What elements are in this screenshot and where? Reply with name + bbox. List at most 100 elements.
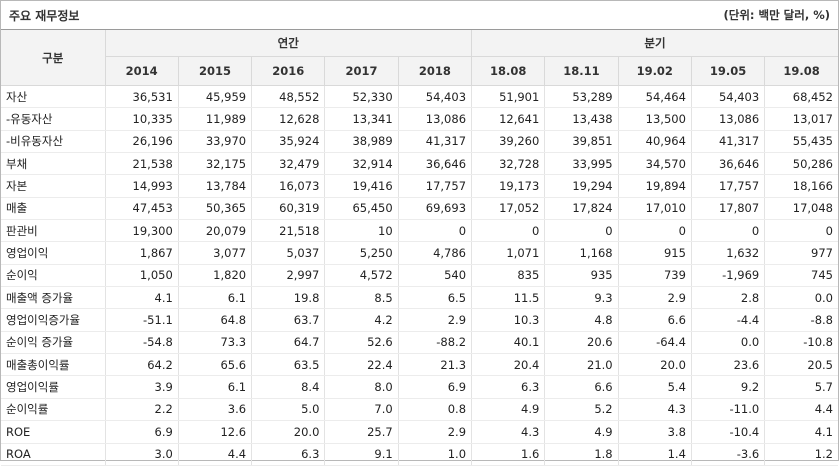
table-cell: 2.8	[691, 286, 766, 310]
table-cell: 53,289	[544, 85, 619, 109]
row-label: 영업이익증가율	[1, 308, 106, 332]
table-cell: 19,894	[618, 174, 692, 198]
table-cell: 65.6	[178, 353, 253, 377]
table-cell: 13,086	[398, 107, 473, 131]
table-cell: 21,538	[105, 152, 179, 176]
table-cell: 5,037	[251, 241, 326, 265]
table-cell: 60,319	[251, 197, 326, 221]
table-cell: 73.3	[178, 331, 253, 355]
table-cell: 4.9	[471, 398, 546, 422]
table-cell: 36,531	[105, 85, 179, 109]
table-cell: 4.4	[178, 443, 253, 466]
table-cell: 32,728	[471, 152, 546, 176]
row-label: 순이익 증가율	[1, 331, 106, 355]
table-cell: 745	[764, 264, 838, 288]
table-cell: 3.8	[618, 420, 692, 444]
table-cell: 39,851	[544, 130, 619, 154]
table-cell: 54,403	[398, 85, 473, 109]
table-cell: 45,959	[178, 85, 253, 109]
table-cell: 540	[398, 264, 473, 288]
table-cell: 6.9	[105, 420, 179, 444]
table-cell: 6.1	[178, 286, 253, 310]
table-cell: 48,552	[251, 85, 326, 109]
table-cell: 0.0	[691, 331, 766, 355]
table-cell: -8.8	[764, 308, 838, 332]
table-cell: 63.7	[251, 308, 326, 332]
table-cell: 12,641	[471, 107, 546, 131]
table-cell: 41,317	[691, 130, 766, 154]
table-cell: 17,052	[471, 197, 546, 221]
table-row: 순이익 1,050 1,820 2,997 4,572 540 835 935 739 -1,96…	[1, 264, 838, 288]
table-cell: 40,964	[618, 130, 692, 154]
table-cell: 5.0	[251, 398, 326, 422]
table-cell: -10.8	[764, 331, 838, 355]
table-cell: 4.8	[544, 308, 619, 332]
corner-header: 구분	[1, 30, 106, 86]
table-cell: 34,570	[618, 152, 692, 176]
table-cell: 65,450	[324, 197, 399, 221]
table-row: -비유동자산 26,196 33,970 35,924 38,989 41,317 39,2…	[1, 130, 838, 154]
table-cell: 1,050	[105, 264, 179, 288]
table-cell: 19,416	[324, 174, 399, 198]
row-label: 부채	[1, 152, 106, 176]
column-header: 19.02	[618, 56, 692, 86]
table-cell: 3.9	[105, 375, 179, 399]
table-cell: 20.4	[471, 353, 546, 377]
table-cell: 6.3	[251, 443, 326, 466]
table-cell: 35,924	[251, 130, 326, 154]
table-cell: -11.0	[691, 398, 766, 422]
panel-title: 주요 재무정보	[9, 8, 80, 23]
table-cell: 1.4	[618, 443, 692, 466]
table-cell: 6.5	[398, 286, 473, 310]
column-header: 2016	[251, 56, 326, 86]
column-header: 2014	[105, 56, 179, 86]
financial-table: 구분 연간 분기 2014 2015 2016 2017 2018 18.08 18.11 1…	[1, 30, 838, 466]
column-header: 2018	[398, 56, 473, 86]
table-cell: 6.3	[471, 375, 546, 399]
table-row: 순이익 증가율 -54.8 73.3 64.7 52.6 -88.2 40.1 20.6 -64…	[1, 331, 838, 355]
table-cell: 9.2	[691, 375, 766, 399]
table-cell: 6.9	[398, 375, 473, 399]
table-cell: 20,079	[178, 219, 253, 243]
table-cell: 9.1	[324, 443, 399, 466]
table-cell: 4.4	[764, 398, 838, 422]
table-cell: 6.6	[618, 308, 692, 332]
table-cell: 52.6	[324, 331, 399, 355]
table-row: ROA 3.0 4.4 6.3 9.1 1.0 1.6 1.8 1.4 -3.6 1.2	[1, 443, 838, 466]
table-cell: 20.0	[618, 353, 692, 377]
table-cell: 935	[544, 264, 619, 288]
table-cell: 4,786	[398, 241, 473, 265]
table-row: 자산 36,531 45,959 48,552 52,330 54,403 51,901 53…	[1, 85, 838, 109]
table-cell: 4.3	[471, 420, 546, 444]
table-cell: 1.6	[471, 443, 546, 466]
table-cell: 13,784	[178, 174, 253, 198]
table-cell: 4.3	[618, 398, 692, 422]
table-cell: 17,824	[544, 197, 619, 221]
table-cell: 21.3	[398, 353, 473, 377]
table-cell: -88.2	[398, 331, 473, 355]
table-cell: 1.2	[764, 443, 838, 466]
table-cell: 0.0	[764, 286, 838, 310]
table-cell: 13,341	[324, 107, 399, 131]
table-cell: 32,175	[178, 152, 253, 176]
row-label: ROE	[1, 420, 106, 444]
row-label: 순이익률	[1, 398, 106, 422]
table-cell: 18,166	[764, 174, 838, 198]
table-cell: 1,071	[471, 241, 546, 265]
table-cell: 0	[764, 219, 838, 243]
table-cell: 22.4	[324, 353, 399, 377]
row-label: 영업이익	[1, 241, 106, 265]
table-cell: 50,365	[178, 197, 253, 221]
row-label: -비유동자산	[1, 130, 106, 154]
table-cell: 54,464	[618, 85, 692, 109]
table-cell: 64.2	[105, 353, 179, 377]
table-cell: 4.2	[324, 308, 399, 332]
table-cell: 26,196	[105, 130, 179, 154]
table-cell: 5.4	[618, 375, 692, 399]
table-cell: 13,438	[544, 107, 619, 131]
table-cell: 14,993	[105, 174, 179, 198]
table-cell: 21,518	[251, 219, 326, 243]
table-cell: -54.8	[105, 331, 179, 355]
column-header: 19.08	[764, 56, 838, 86]
